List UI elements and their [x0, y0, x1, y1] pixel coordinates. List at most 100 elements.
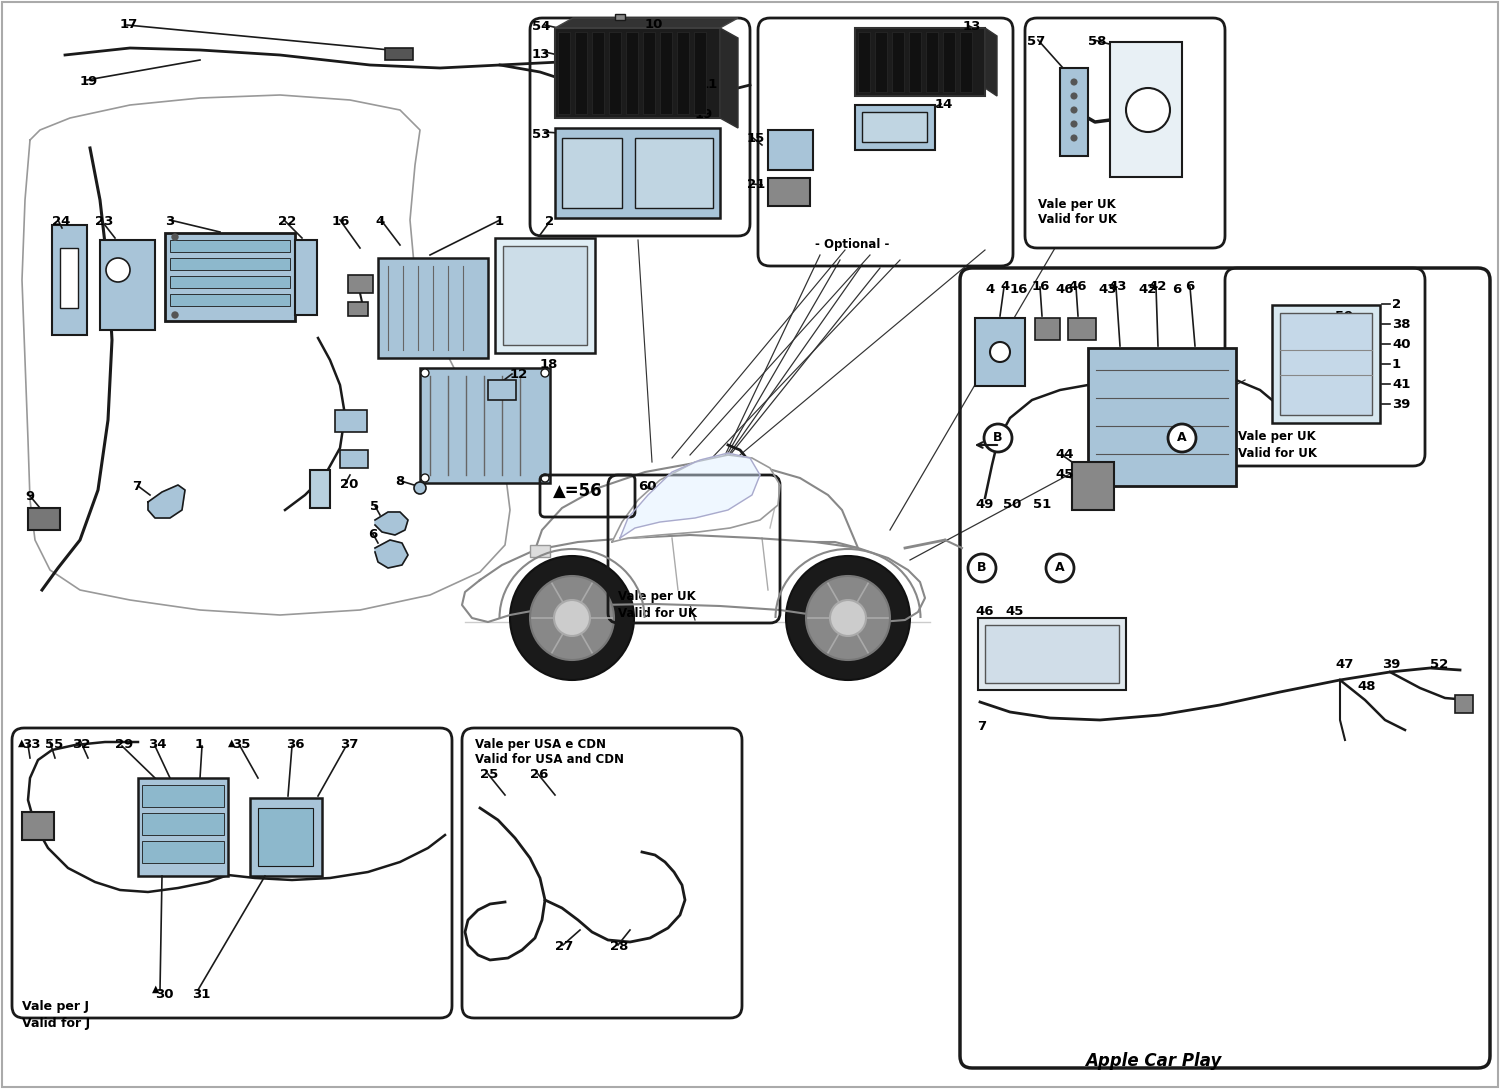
Text: - Optional -: - Optional - — [815, 238, 890, 250]
Text: 59: 59 — [1335, 310, 1353, 323]
Bar — [855, 105, 934, 150]
Text: Vale per J: Vale per J — [22, 1000, 88, 1013]
Bar — [1088, 348, 1236, 486]
Text: 19: 19 — [80, 75, 99, 88]
Text: 44: 44 — [1054, 448, 1074, 461]
Text: 25: 25 — [480, 768, 498, 781]
Text: 49: 49 — [975, 498, 993, 511]
Text: 39: 39 — [1382, 658, 1401, 671]
Circle shape — [1071, 93, 1077, 99]
Text: 35: 35 — [232, 738, 250, 751]
Bar — [874, 32, 886, 91]
Text: 52: 52 — [1430, 658, 1448, 671]
Bar — [251, 798, 322, 876]
Text: 6: 6 — [1172, 283, 1182, 296]
Polygon shape — [720, 28, 738, 129]
Bar — [1280, 313, 1372, 415]
Bar — [495, 238, 596, 353]
Bar — [634, 138, 712, 208]
Text: 36: 36 — [286, 738, 304, 751]
Text: 17: 17 — [120, 19, 138, 30]
Text: 15: 15 — [747, 132, 765, 145]
Bar — [1068, 318, 1096, 340]
Bar — [555, 28, 720, 118]
Polygon shape — [462, 535, 926, 622]
Circle shape — [554, 600, 590, 636]
Bar — [986, 625, 1119, 683]
Bar — [420, 368, 550, 484]
Text: 16: 16 — [1010, 283, 1029, 296]
Text: 1: 1 — [1392, 358, 1401, 371]
Bar — [386, 48, 412, 60]
Bar — [558, 32, 570, 114]
Bar — [165, 233, 296, 321]
Text: 41: 41 — [1392, 378, 1410, 391]
Text: 48: 48 — [1358, 680, 1376, 693]
Circle shape — [1071, 121, 1077, 127]
Polygon shape — [620, 453, 760, 538]
Circle shape — [510, 556, 634, 680]
Text: Apple Car Play: Apple Car Play — [1084, 1052, 1221, 1070]
Bar — [855, 28, 986, 96]
Text: B: B — [976, 561, 987, 574]
Text: 2: 2 — [544, 215, 554, 228]
Bar — [858, 32, 870, 91]
Bar — [348, 302, 368, 316]
Circle shape — [1126, 88, 1170, 132]
Bar — [142, 813, 224, 835]
Text: 7: 7 — [976, 720, 986, 733]
Text: 33: 33 — [22, 738, 40, 751]
Bar — [138, 778, 228, 876]
Text: 43: 43 — [1098, 283, 1116, 296]
Bar — [694, 32, 706, 114]
Bar — [574, 32, 586, 114]
Bar — [53, 225, 87, 335]
Circle shape — [422, 369, 429, 377]
Text: 47: 47 — [1335, 658, 1353, 671]
Text: Vale per UK: Vale per UK — [1038, 198, 1116, 211]
Circle shape — [1071, 107, 1077, 113]
Bar — [170, 240, 290, 252]
Text: 42: 42 — [1138, 283, 1156, 296]
Bar — [258, 808, 314, 866]
Text: 42: 42 — [1148, 280, 1167, 293]
Text: Valid for UK: Valid for UK — [1238, 446, 1317, 460]
Bar — [142, 841, 224, 862]
Polygon shape — [555, 19, 738, 28]
Text: ▲: ▲ — [18, 738, 26, 748]
Bar — [609, 32, 621, 114]
Bar — [768, 178, 810, 206]
Text: 16: 16 — [1032, 280, 1050, 293]
Bar — [978, 617, 1126, 690]
Text: 31: 31 — [192, 988, 210, 1001]
Text: 37: 37 — [340, 738, 358, 751]
Text: 12: 12 — [510, 368, 528, 381]
Circle shape — [990, 342, 1010, 362]
Polygon shape — [536, 462, 858, 550]
Text: 13: 13 — [532, 48, 550, 61]
Circle shape — [172, 313, 178, 318]
Circle shape — [1168, 424, 1196, 452]
Bar — [975, 318, 1024, 386]
Circle shape — [530, 576, 614, 660]
Text: 46: 46 — [1054, 283, 1074, 296]
Bar — [142, 785, 224, 807]
Polygon shape — [148, 485, 184, 518]
Circle shape — [106, 258, 130, 282]
Bar — [626, 32, 638, 114]
Text: 27: 27 — [555, 940, 573, 953]
Circle shape — [984, 424, 1012, 452]
Bar — [310, 470, 330, 507]
Text: ▲: ▲ — [228, 738, 236, 748]
Bar — [22, 812, 54, 840]
Text: 57: 57 — [1028, 35, 1045, 48]
Bar — [555, 129, 720, 218]
Bar — [488, 380, 516, 400]
Text: 34: 34 — [148, 738, 166, 751]
Text: ▲=56: ▲=56 — [554, 482, 603, 500]
Bar — [615, 14, 626, 20]
Text: 4: 4 — [986, 283, 994, 296]
Text: 39: 39 — [1392, 397, 1410, 411]
Text: 7: 7 — [132, 480, 141, 493]
Bar — [1272, 305, 1380, 423]
